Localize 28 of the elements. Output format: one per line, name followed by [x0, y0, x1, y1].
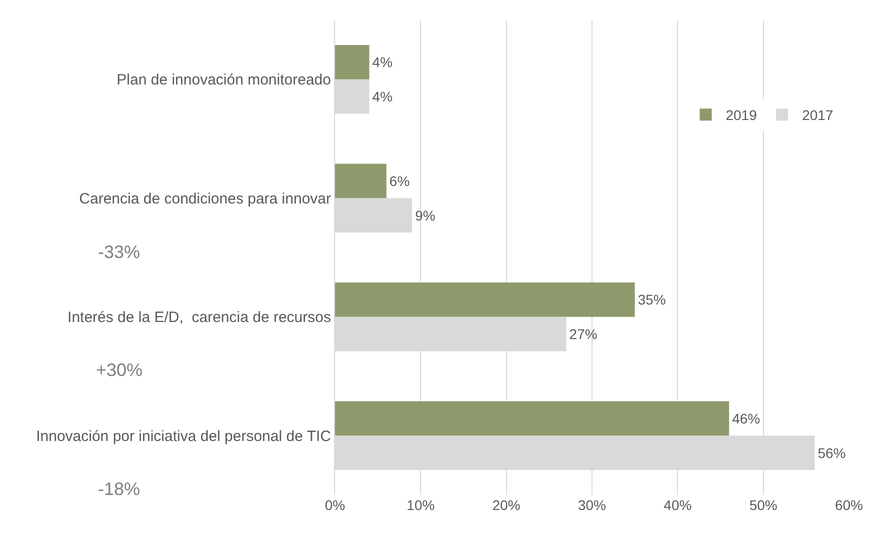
x-tick-label: 60%	[834, 497, 864, 513]
x-tick-label: 30%	[578, 497, 606, 513]
text: +30%	[96, 360, 143, 380]
data-label: 46%	[732, 410, 760, 426]
y-tick-label: Innovación por iniciativa del personal de TIC	[36, 428, 332, 445]
x-tick-label: 40%	[664, 497, 692, 513]
data-label: 6%	[389, 172, 410, 189]
x-tick-label: 50%	[749, 497, 778, 513]
bar	[335, 164, 386, 198]
x-tick-label: 10%	[406, 497, 435, 513]
text: -33%	[98, 242, 140, 262]
x-tick-label: 20%	[492, 497, 520, 513]
data-label: 27%	[569, 326, 598, 342]
data-label: 35%	[638, 292, 666, 308]
bar	[335, 44, 370, 80]
data-label: 4%	[372, 54, 393, 70]
y-tick-label: Plan de innovación monitoreado	[116, 72, 331, 89]
bar	[335, 282, 635, 317]
y-tick-label: Interés de la E/D, carencia de recursos	[68, 309, 331, 326]
x-tick-label: 0%	[324, 497, 346, 513]
legend-label: 2017	[802, 107, 834, 124]
data-label: 56%	[818, 444, 846, 461]
legend-label: 2019	[726, 107, 758, 124]
y-tick-label: Carencia de condiciones para innovar	[79, 190, 331, 208]
data-label: 9%	[415, 207, 436, 224]
text: -18%	[98, 479, 140, 499]
bar	[335, 401, 730, 436]
data-label: 4%	[372, 88, 393, 105]
